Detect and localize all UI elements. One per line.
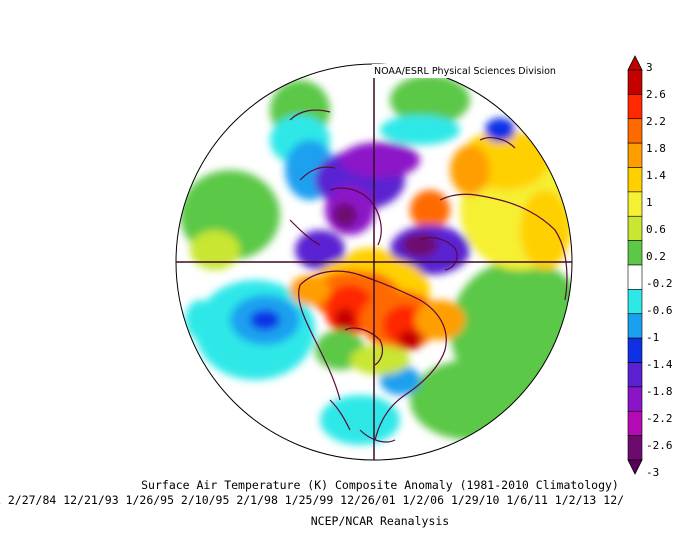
credit-label: NOAA/ESRL Physical Sciences Division — [374, 66, 556, 77]
colorbar-cell — [627, 410, 643, 436]
colorbar-tick-label: -0.2 — [646, 277, 673, 290]
credit-box — [372, 64, 572, 78]
map-title: Surface Air Temperature (K) Composite An… — [141, 478, 619, 492]
colorbar-tick-label: -1 — [646, 331, 660, 344]
coastlines — [289, 109, 568, 443]
colorbar-cell — [627, 191, 643, 217]
anomaly-field — [176, 64, 572, 460]
data-source: NCEP/NCAR Reanalysis — [310, 514, 450, 528]
colorbar-tick-label: 2.2 — [646, 115, 666, 128]
colorbar-cell — [627, 240, 643, 266]
colorbar-tick-label: -1.4 — [646, 358, 673, 371]
colorbar-cell — [627, 94, 643, 120]
colorbar-cell — [627, 362, 643, 388]
colorbar-tick-label: -0.6 — [646, 304, 673, 317]
composite-dates: 1 2/27/84 12/21/93 1/26/95 2/10/95 2/1/9… — [0, 493, 625, 507]
colorbar-tick-label: -1.8 — [646, 385, 673, 398]
colorbar-tick-label: -2.2 — [646, 412, 673, 425]
colorbar-cell — [627, 142, 643, 168]
colorbar-bottom-arrow — [627, 459, 643, 475]
colorbar-cell — [627, 215, 643, 241]
colorbar-cell — [627, 118, 643, 144]
colorbar-tick-label: 1 — [646, 196, 653, 209]
colorbar-cell — [627, 313, 643, 339]
colorbar-cell — [627, 289, 643, 315]
colorbar-tick-label: 3 — [646, 61, 653, 74]
colorbar-cell — [627, 386, 643, 412]
colorbar-cell — [627, 69, 643, 95]
colorbar-tick-label: -3 — [646, 466, 660, 479]
colorbar-tick-label: 2.6 — [646, 88, 666, 101]
colorbar-tick-label: 1.4 — [646, 169, 666, 182]
colorbar-tick-label: 0.2 — [646, 250, 666, 263]
colorbar-cell — [627, 167, 643, 193]
colorbar-cell — [627, 435, 643, 461]
colorbar-tick-label: 0.6 — [646, 223, 666, 236]
colorbar-cell — [627, 337, 643, 363]
colorbar-tick-label: -2.6 — [646, 439, 673, 452]
colorbar-cell — [627, 264, 643, 290]
colorbar-top-arrow — [627, 55, 643, 71]
colorbar-tick-label: 1.8 — [646, 142, 666, 155]
colorbar — [627, 55, 643, 475]
